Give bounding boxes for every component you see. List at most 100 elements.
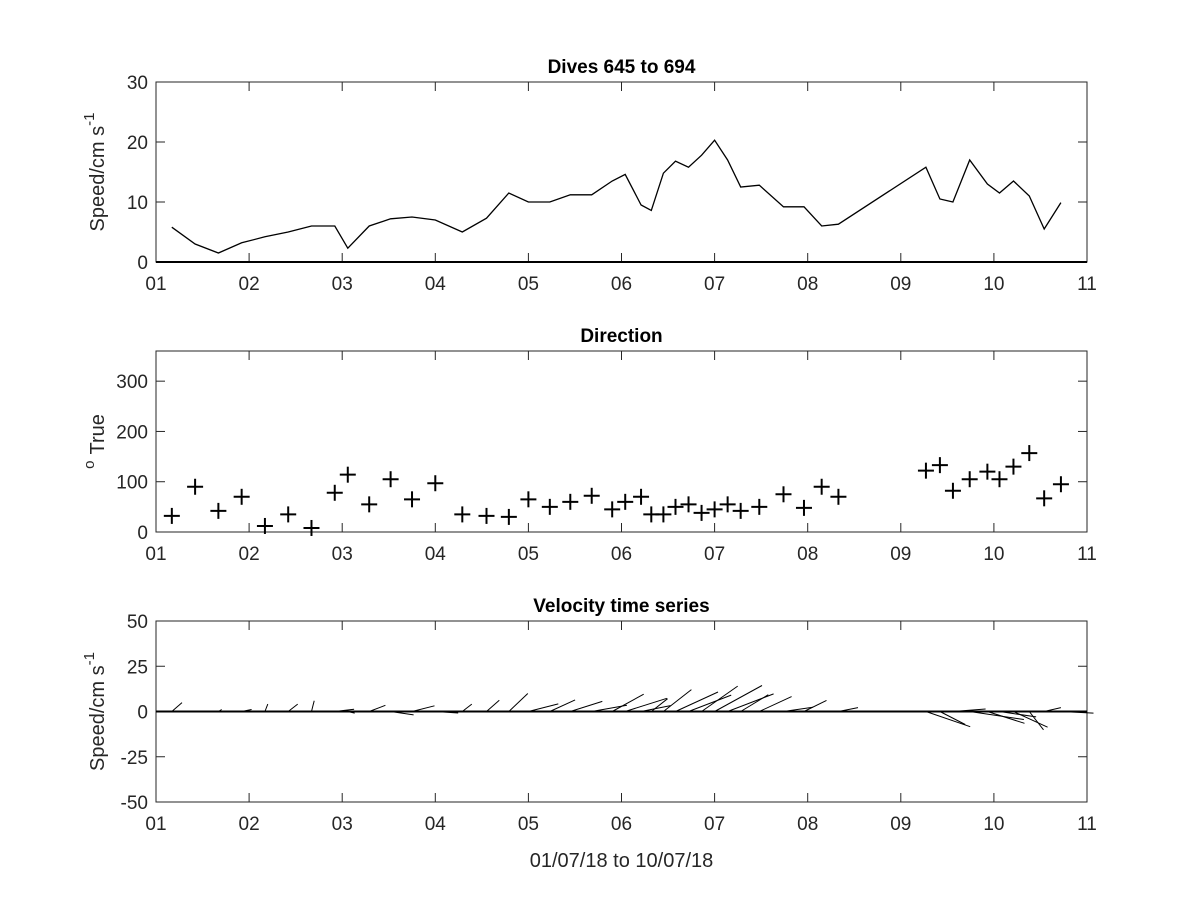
- y-tick-label: 10: [127, 193, 148, 214]
- direction-point: [751, 498, 768, 515]
- x-tick-label: 07: [704, 544, 725, 565]
- direction-point: [706, 501, 723, 518]
- direction-point: [813, 478, 830, 495]
- direction-point: [233, 488, 250, 505]
- direction-point: [719, 496, 736, 513]
- direction-point: [520, 491, 537, 508]
- x-tick-label: 10: [983, 814, 1004, 835]
- x-tick-label: 01: [145, 274, 166, 295]
- x-tick-label: 06: [611, 814, 632, 835]
- y-tick-label: 0: [137, 703, 148, 724]
- speed-chart: 01 02 03 04 05 06 07 08 09 10 11 0 10 20 30 Dives 645 t…: [81, 57, 1097, 295]
- velocity-stick: [549, 699, 576, 712]
- x-tick-label: 05: [518, 274, 539, 295]
- direction-point: [795, 499, 812, 516]
- direction-point: [1052, 476, 1069, 493]
- direction-point: [303, 519, 320, 536]
- direction-point: [693, 504, 710, 521]
- velocity-stick: [650, 698, 668, 712]
- velocity-stick: [675, 691, 719, 712]
- x-axis-label: 01/07/18 to 10/07/18: [530, 850, 714, 872]
- x-tick-label: 08: [797, 544, 818, 565]
- velocity-stick: [663, 689, 692, 712]
- x-tick-label: 06: [611, 544, 632, 565]
- x-tick-label: 11: [1077, 274, 1097, 295]
- velocity-stick: [171, 702, 183, 712]
- velocity-stick: [939, 711, 966, 725]
- chart-title: Velocity time series: [533, 596, 709, 617]
- velocity-stick: [625, 697, 668, 712]
- chart-title: Direction: [580, 326, 662, 347]
- velocity-stick: [486, 699, 500, 712]
- direction-point: [583, 487, 600, 504]
- velocity-stick: [287, 703, 299, 712]
- velocity-stick: [727, 693, 774, 712]
- direction-point: [604, 501, 621, 518]
- velocity-stick: [701, 685, 738, 712]
- direction-point: [210, 502, 227, 519]
- direction-point: [617, 493, 634, 510]
- velocity-stick: [264, 703, 269, 712]
- plot-area: [155, 81, 1088, 263]
- direction-point: [163, 507, 180, 524]
- velocity-stick: [740, 694, 769, 712]
- velocity-chart: 01 02 03 04 05 06 07 08 09 10 11 -50 -25 0 25 50 Velocit…: [81, 596, 1097, 872]
- velocity-stick: [969, 711, 1024, 720]
- velocity-stick: [714, 685, 763, 712]
- direction-point: [944, 482, 961, 499]
- y-axis-label-text: True: [87, 414, 109, 454]
- x-tick-label: 01: [145, 814, 166, 835]
- velocity-stick: [987, 711, 1025, 724]
- x-tick-label: 11: [1077, 544, 1097, 565]
- velocity-stick: [611, 693, 644, 712]
- x-tick-label: 03: [332, 274, 353, 295]
- direction-point: [454, 506, 471, 523]
- velocity-stick: [925, 711, 971, 728]
- velocity-stick: [310, 700, 315, 712]
- x-tick-label: 04: [425, 814, 447, 835]
- x-tick-label: 05: [518, 544, 539, 565]
- y-axis-label-exponent: -1: [81, 113, 98, 126]
- x-tick-label: 01: [145, 544, 166, 565]
- direction-point: [500, 508, 517, 525]
- velocity-stick: [759, 696, 792, 712]
- y-tick-label: 20: [127, 133, 148, 154]
- velocity-stick: [1013, 711, 1048, 728]
- direction-point: [404, 491, 421, 508]
- plot-area: [155, 350, 1088, 533]
- direction-chart: 01 02 03 04 05 06 07 08 09 10 11 0 100 200 300 Directio…: [81, 326, 1097, 565]
- direction-point: [1005, 458, 1022, 475]
- x-tick-label: 07: [704, 274, 725, 295]
- direction-point: [382, 471, 399, 488]
- direction-point: [478, 507, 495, 524]
- x-tick-label: 02: [239, 274, 260, 295]
- y-axis-label-text: Speed/cm s: [87, 665, 109, 771]
- y-axis-label: Speed/cm s-1: [81, 113, 109, 232]
- direction-point: [830, 488, 847, 505]
- x-tick-label: 11: [1077, 814, 1097, 835]
- direction-point: [775, 486, 792, 503]
- chart-title: Dives 645 to 694: [548, 57, 696, 78]
- velocity-stick: [1028, 711, 1044, 731]
- velocity-stick: [528, 703, 559, 712]
- direction-point: [187, 478, 204, 495]
- y-tick-label: 0: [137, 253, 148, 274]
- direction-point: [655, 506, 672, 523]
- x-tick-label: 09: [890, 274, 911, 295]
- y-tick-label: 300: [116, 372, 148, 393]
- x-tick-label: 09: [890, 814, 911, 835]
- x-tick-label: 10: [983, 544, 1004, 565]
- y-tick-label: 30: [127, 73, 148, 94]
- velocity-stick: [461, 703, 473, 712]
- direction-point: [1036, 490, 1053, 507]
- y-axis-label-exponent: -1: [81, 652, 98, 665]
- x-tick-label: 07: [704, 814, 725, 835]
- direction-point: [667, 498, 684, 515]
- y-tick-label: -50: [121, 793, 148, 814]
- direction-point: [732, 502, 749, 519]
- direction-point: [541, 498, 558, 515]
- x-tick-label: 08: [797, 814, 818, 835]
- x-tick-label: 08: [797, 274, 818, 295]
- direction-point: [427, 475, 444, 492]
